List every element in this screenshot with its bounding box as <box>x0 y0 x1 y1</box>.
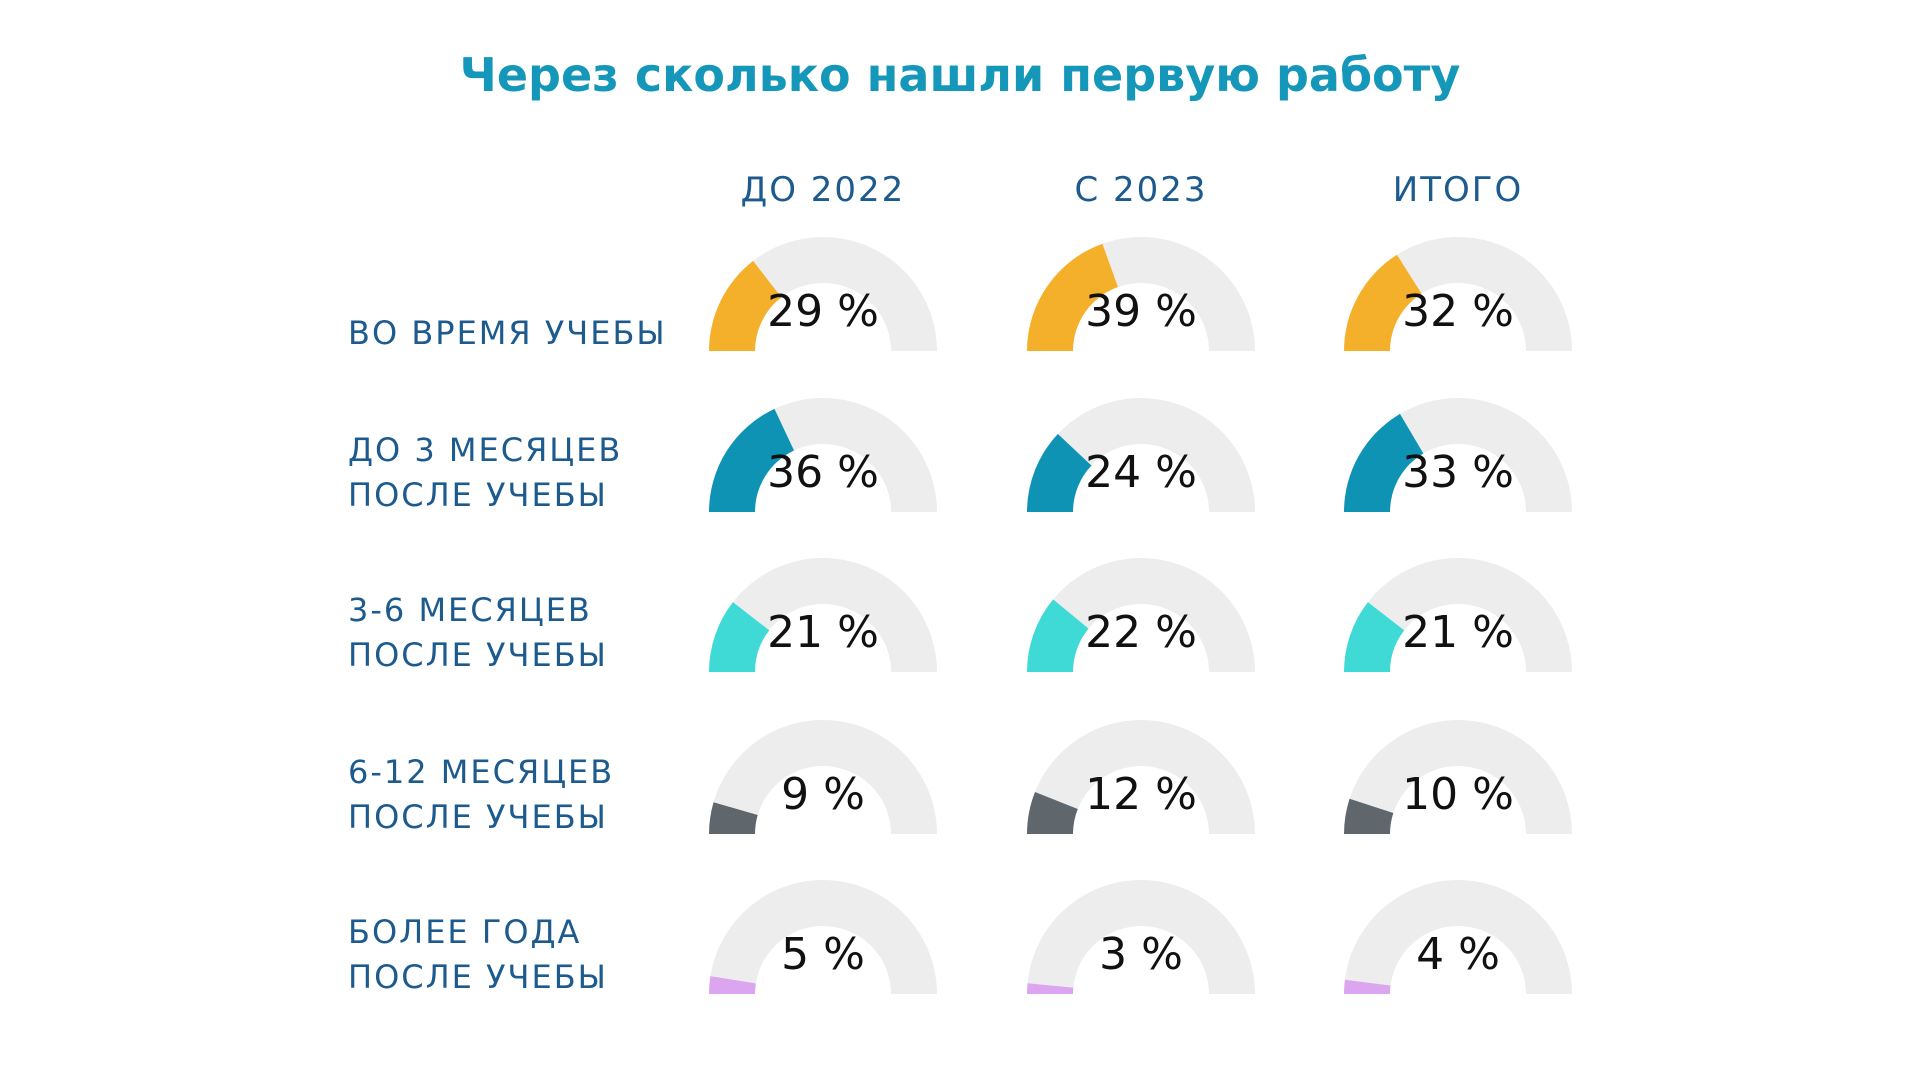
gauge: 29 % <box>703 231 943 356</box>
gauge-fill <box>1344 798 1394 834</box>
gauge: 33 % <box>1338 392 1578 517</box>
gauge-fill <box>1344 602 1405 672</box>
gauge: 4 % <box>1338 874 1578 999</box>
gauge-value-label: 10 % <box>1402 769 1514 820</box>
gauge: 22 % <box>1021 552 1261 677</box>
gauge: 39 % <box>1021 231 1261 356</box>
chart-title: Через сколько нашли первую работу <box>459 48 1461 102</box>
gauge: 36 % <box>703 392 943 517</box>
column-header: С 2023 <box>1074 170 1208 210</box>
gauge-value-label: 36 % <box>767 447 879 498</box>
row-label-line: 6-12 МЕСЯЦЕВ <box>348 752 615 791</box>
gauge-value-label: 4 % <box>1416 929 1500 980</box>
gauge: 21 % <box>703 552 943 677</box>
gauge-fill <box>1027 983 1074 994</box>
row-label-line: 3-6 МЕСЯЦЕВ <box>348 590 592 629</box>
gauge: 10 % <box>1338 714 1578 839</box>
gauge-track <box>1396 237 1572 351</box>
gauge: 9 % <box>703 714 943 839</box>
gauge-track <box>774 398 937 512</box>
gauge-value-label: 39 % <box>1085 286 1197 337</box>
gauge-track <box>1344 879 1572 994</box>
row-label-line: ПОСЛЕ УЧЕБЫ <box>348 635 608 674</box>
row-label-line: ПОСЛЕ УЧЕБЫ <box>348 475 608 514</box>
gauge-fill <box>1027 243 1118 351</box>
gauge-track <box>1035 720 1255 834</box>
gauge-fill <box>709 802 758 834</box>
gauge: 3 % <box>1021 874 1261 999</box>
gauge-value-label: 9 % <box>781 769 865 820</box>
gauge-track <box>710 879 937 994</box>
row-label-line: БОЛЕЕ ГОДА <box>348 912 582 951</box>
gauge-value-label: 3 % <box>1099 929 1183 980</box>
gauge-value-label: 24 % <box>1085 447 1197 498</box>
gauge-fill <box>709 408 795 512</box>
row-label: ВО ВРЕМЯ УЧЕБЫ <box>348 311 667 356</box>
gauge-track <box>732 558 937 672</box>
row-label-line: ПОСЛЕ УЧЕБЫ <box>348 797 608 836</box>
gauge-fill <box>1027 599 1089 672</box>
row-label-line: ПОСЛЕ УЧЕБЫ <box>348 957 608 996</box>
gauge-value-label: 21 % <box>1402 607 1514 658</box>
gauge-track <box>1349 720 1572 834</box>
gauge-value-label: 33 % <box>1402 447 1514 498</box>
gauge-value-label: 5 % <box>781 929 865 980</box>
row-label: 6-12 МЕСЯЦЕВ ПОСЛЕ УЧЕБЫ <box>348 750 614 840</box>
gauge-track <box>713 720 937 834</box>
gauge-fill <box>1344 254 1422 351</box>
gauge: 21 % <box>1338 552 1578 677</box>
gauge-track <box>1057 398 1255 512</box>
gauge-fill <box>1344 979 1391 994</box>
gauge: 24 % <box>1021 392 1261 517</box>
gauge-track <box>1102 237 1255 351</box>
gauge: 5 % <box>703 874 943 999</box>
gauge-fill <box>709 602 770 672</box>
row-label-line: ВО ВРЕМЯ УЧЕБЫ <box>348 314 667 352</box>
row-label: 3-6 МЕСЯЦЕВ ПОСЛЕ УЧЕБЫ <box>348 588 608 678</box>
gauge-track <box>1027 880 1255 994</box>
row-label-line: ДО 3 МЕСЯЦЕВ <box>348 430 623 469</box>
row-label: ДО 3 МЕСЯЦЕВ ПОСЛЕ УЧЕБЫ <box>348 428 622 518</box>
gauge-fill <box>1027 792 1078 834</box>
gauge-fill <box>1344 413 1424 512</box>
row-label: БОЛЕЕ ГОДА ПОСЛЕ УЧЕБЫ <box>348 910 608 1000</box>
gauge-value-label: 32 % <box>1402 286 1514 337</box>
gauge-track <box>1367 558 1572 672</box>
gauge-fill <box>709 976 756 994</box>
gauge-fill <box>1027 433 1092 512</box>
gauge-track <box>1053 558 1255 672</box>
gauge-fill <box>709 260 782 351</box>
gauge-track <box>753 237 937 351</box>
gauge-value-label: 22 % <box>1085 607 1197 658</box>
column-header: ИТОГО <box>1392 170 1524 210</box>
column-header: ДО 2022 <box>740 170 906 210</box>
gauge: 32 % <box>1338 231 1578 356</box>
gauge: 12 % <box>1021 714 1261 839</box>
gauge-value-label: 12 % <box>1085 769 1197 820</box>
gauge-value-label: 29 % <box>767 286 879 337</box>
gauge-value-label: 21 % <box>767 607 879 658</box>
gauge-track <box>1399 398 1572 512</box>
